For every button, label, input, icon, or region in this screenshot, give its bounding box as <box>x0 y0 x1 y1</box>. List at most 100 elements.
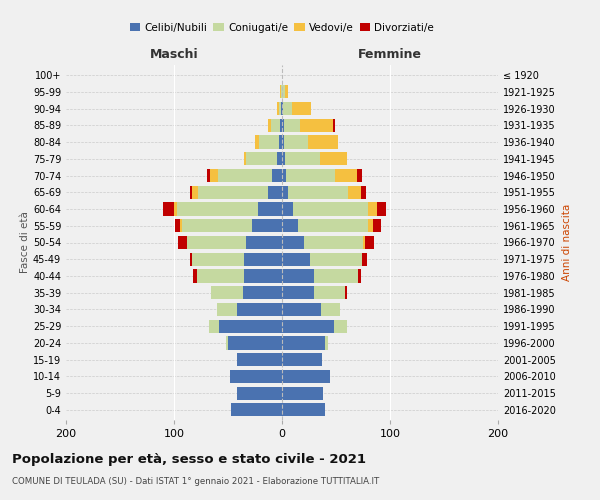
Bar <box>373 219 382 232</box>
Bar <box>226 336 228 349</box>
Bar <box>282 336 325 349</box>
Text: COMUNE DI TEULADA (SU) - Dati ISTAT 1° gennaio 2021 - Elaborazione TUTTITALIA.IT: COMUNE DI TEULADA (SU) - Dati ISTAT 1° g… <box>12 478 379 486</box>
Bar <box>259 136 279 148</box>
Bar <box>282 303 321 316</box>
Bar <box>314 286 344 300</box>
Bar <box>282 404 325 416</box>
Bar <box>333 119 335 132</box>
Bar <box>197 270 244 282</box>
Bar <box>255 136 259 148</box>
Bar <box>193 186 198 199</box>
Bar <box>282 286 314 300</box>
Bar <box>335 169 356 182</box>
Bar <box>187 236 247 249</box>
Bar <box>190 186 193 199</box>
Bar <box>282 186 289 199</box>
Bar <box>283 102 292 115</box>
Bar <box>280 86 281 98</box>
Bar <box>284 136 308 148</box>
Bar <box>243 286 282 300</box>
Bar <box>228 336 282 349</box>
Bar <box>190 252 193 266</box>
Bar <box>279 102 281 115</box>
Bar <box>193 270 197 282</box>
Bar <box>163 202 174 215</box>
Bar <box>285 152 320 166</box>
Bar <box>182 219 252 232</box>
Bar <box>314 270 358 282</box>
Bar <box>211 286 243 300</box>
Bar <box>334 320 347 333</box>
Bar <box>208 169 209 182</box>
Bar <box>209 320 220 333</box>
Bar <box>178 236 187 249</box>
Bar <box>344 286 347 300</box>
Bar <box>281 102 282 115</box>
Bar <box>282 152 285 166</box>
Bar <box>298 219 368 232</box>
Text: Popolazione per età, sesso e stato civile - 2021: Popolazione per età, sesso e stato civil… <box>12 452 366 466</box>
Bar <box>282 252 310 266</box>
Bar <box>279 136 282 148</box>
Bar <box>218 169 272 182</box>
Bar <box>348 186 361 199</box>
Bar <box>362 252 367 266</box>
Bar <box>282 370 329 383</box>
Bar <box>320 152 347 166</box>
Bar <box>282 386 323 400</box>
Bar <box>220 320 282 333</box>
Bar <box>304 236 363 249</box>
Bar <box>177 202 258 215</box>
Bar <box>292 102 311 115</box>
Text: Maschi: Maschi <box>149 48 199 61</box>
Bar <box>268 119 271 132</box>
Bar <box>285 86 289 98</box>
Bar <box>252 219 282 232</box>
Bar <box>282 102 283 115</box>
Bar <box>277 102 279 115</box>
Bar <box>175 219 181 232</box>
Bar <box>244 152 247 166</box>
Bar <box>368 219 373 232</box>
Bar <box>280 119 282 132</box>
Bar <box>358 270 361 282</box>
Text: Femmine: Femmine <box>358 48 422 61</box>
Bar <box>365 236 374 249</box>
Bar <box>284 119 301 132</box>
Bar <box>230 370 282 383</box>
Bar <box>368 202 377 215</box>
Bar <box>293 202 368 215</box>
Bar <box>310 252 362 266</box>
Bar <box>181 219 182 232</box>
Bar <box>198 186 268 199</box>
Bar <box>356 169 362 182</box>
Bar <box>282 270 314 282</box>
Bar <box>209 169 218 182</box>
Bar <box>301 119 333 132</box>
Bar <box>282 136 284 148</box>
Bar <box>277 152 282 166</box>
Bar <box>282 202 293 215</box>
Bar <box>325 336 328 349</box>
Bar <box>282 86 285 98</box>
Bar <box>268 186 282 199</box>
Bar <box>258 202 282 215</box>
Bar <box>236 386 282 400</box>
Bar <box>244 270 282 282</box>
Bar <box>231 404 282 416</box>
Bar <box>217 303 236 316</box>
Bar <box>247 236 282 249</box>
Bar <box>193 252 244 266</box>
Bar <box>377 202 386 215</box>
Y-axis label: Anni di nascita: Anni di nascita <box>562 204 572 281</box>
Bar <box>282 169 286 182</box>
Bar <box>282 353 322 366</box>
Y-axis label: Fasce di età: Fasce di età <box>20 212 30 274</box>
Bar <box>321 303 340 316</box>
Bar <box>174 202 177 215</box>
Bar <box>236 303 282 316</box>
Bar <box>281 86 282 98</box>
Bar <box>271 119 280 132</box>
Bar <box>272 169 282 182</box>
Bar <box>282 219 298 232</box>
